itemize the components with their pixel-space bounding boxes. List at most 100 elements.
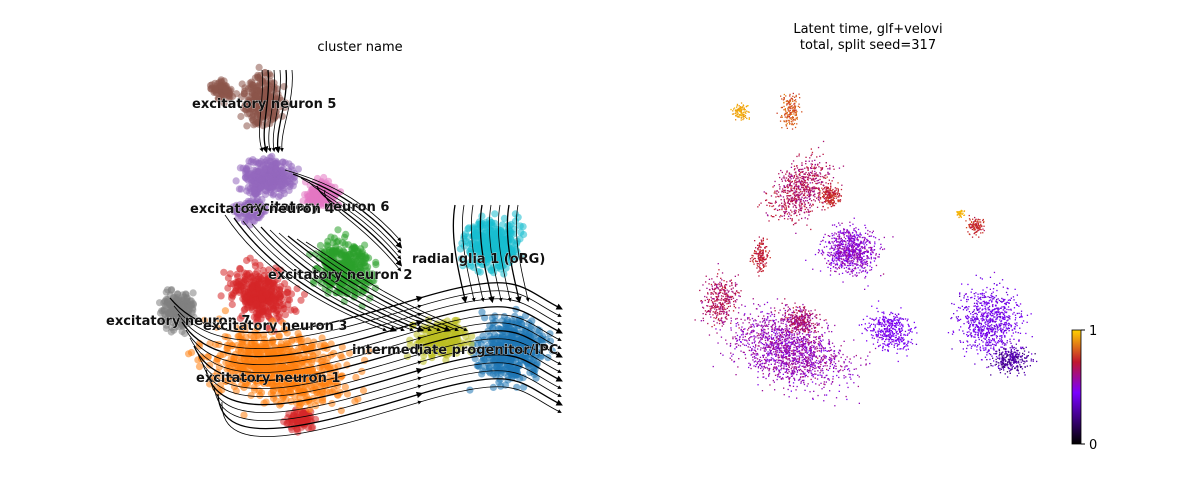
cell-point (773, 313, 776, 316)
cell-point (781, 338, 784, 341)
cell-point (780, 329, 782, 331)
cell-point (211, 84, 219, 93)
cell-point (766, 343, 768, 345)
cell-point (250, 333, 258, 341)
cell-point (507, 229, 515, 238)
cell-point (809, 355, 812, 357)
cell-point (819, 337, 821, 340)
cell-point (793, 346, 795, 349)
cell-point (790, 368, 792, 370)
cell-point (805, 374, 807, 376)
cell-point (838, 370, 841, 372)
cell-point (766, 312, 768, 315)
cell-point (758, 334, 760, 337)
cell-point (776, 361, 778, 363)
cell-point (763, 358, 766, 361)
cell-point (782, 331, 784, 333)
cell-point (788, 396, 790, 398)
cell-point (812, 374, 815, 376)
cell-point (729, 345, 731, 347)
cell-point (735, 338, 737, 340)
cell-point (824, 332, 826, 334)
cell-point (256, 175, 264, 183)
cell-point (740, 318, 742, 320)
cell-point (185, 350, 193, 358)
cell-point (768, 361, 770, 363)
cell-point (801, 356, 803, 359)
left-panel-title: cluster name (317, 40, 403, 55)
cell-point (797, 362, 799, 365)
cell-point (803, 353, 805, 355)
cell-point (773, 370, 775, 373)
cell-point (803, 379, 805, 381)
cell-point (801, 379, 803, 382)
cell-point (760, 311, 762, 313)
cell-point (780, 347, 782, 349)
cell-point (742, 332, 744, 334)
cell-point (810, 349, 812, 351)
cluster-label: radial glia 1 (oRG) (412, 252, 545, 267)
cell-point (770, 311, 773, 314)
cell-point (850, 362, 852, 364)
cell-point (294, 388, 303, 396)
cell-point (752, 329, 754, 331)
cell-point (266, 163, 274, 171)
cell-point (811, 357, 813, 359)
cell-point (737, 312, 740, 314)
cell-point (771, 338, 773, 340)
cell-point (838, 384, 841, 386)
cell-point (761, 317, 764, 320)
cell-point (237, 185, 245, 193)
cell-point (787, 335, 789, 337)
cell-point (768, 336, 770, 338)
cell-point (803, 354, 805, 356)
cell-point (808, 370, 810, 372)
cell-point (748, 339, 750, 341)
cell-point (775, 319, 777, 321)
cell-point (804, 376, 806, 378)
cell-point (743, 344, 746, 346)
cell-point (842, 353, 844, 356)
cell-point (755, 344, 757, 346)
cell-point (810, 378, 812, 381)
cell-point (472, 231, 480, 239)
cell-point (708, 334, 711, 336)
cell-point (867, 355, 869, 357)
cell-point (829, 356, 831, 359)
cell-point (460, 232, 468, 240)
cell-point (789, 385, 791, 387)
cell-point (807, 369, 809, 371)
cell-point (782, 329, 785, 331)
cell-point (793, 351, 795, 353)
cell-point (824, 365, 826, 367)
cell-point (752, 359, 754, 361)
cell-point (749, 319, 751, 321)
cell-point (748, 366, 750, 369)
cell-point (803, 363, 805, 365)
cell-point (491, 210, 499, 218)
cell-point (779, 365, 782, 367)
cell-point (848, 373, 850, 375)
cell-point (775, 328, 778, 330)
cell-point (731, 359, 733, 361)
cell-point (769, 350, 772, 353)
cell-point (801, 333, 804, 335)
cell-point (847, 368, 849, 371)
cell-point (232, 177, 240, 185)
cell-point (829, 347, 831, 349)
cell-point (789, 364, 791, 366)
cell-point (748, 362, 750, 364)
cell-point (833, 365, 836, 367)
cell-point (816, 362, 818, 364)
cell-point (834, 324, 836, 327)
cell-point (226, 270, 234, 278)
cell-point (763, 343, 765, 346)
cell-point (288, 173, 296, 181)
cell-point (757, 323, 759, 325)
cell-point (761, 359, 763, 362)
cell-point (787, 359, 789, 361)
cell-point (720, 352, 722, 355)
cell-point (774, 361, 777, 363)
cell-point (821, 334, 823, 336)
cell-point (771, 330, 773, 332)
